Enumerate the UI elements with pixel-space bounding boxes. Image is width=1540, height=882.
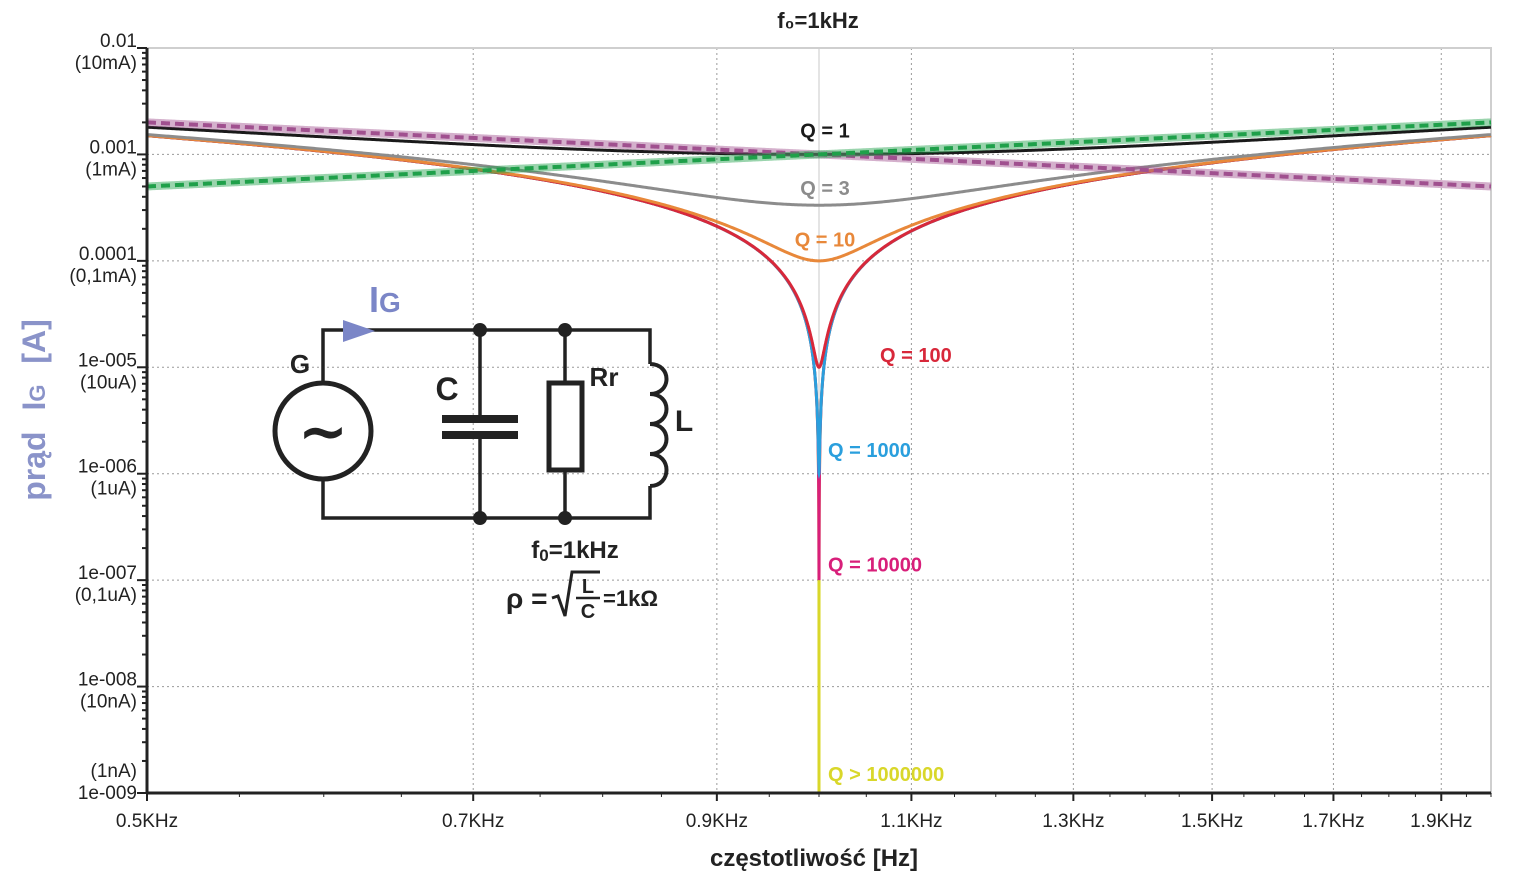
y-tick-sublabel: (0,1mA): [69, 266, 137, 287]
asymptote-line: [146, 120, 1492, 189]
y-tick-sublabel: (10mA): [75, 53, 137, 74]
circuit-f0: f0=1kHz: [531, 537, 619, 565]
series-label: Q = 1: [800, 120, 849, 142]
x-tick-label: 1.5KHz: [1181, 811, 1243, 832]
inductor-icon: [649, 362, 669, 488]
x-tick-label: 1.7KHz: [1302, 811, 1364, 832]
x-tick-label: 0.5KHz: [116, 811, 178, 832]
y-tick-label: 1e-005: [78, 350, 137, 371]
y-tick-label: 0.001: [89, 137, 137, 158]
series-labels: Q = 1 Q = 3 Q = 10 Q = 100 Q = 1000 Q = 10000…: [795, 120, 952, 786]
x-axis-label: częstotliwość [Hz]: [710, 845, 918, 872]
chart-title: f₀=1kHz: [777, 8, 858, 33]
x-tick-label: 1.9KHz: [1410, 811, 1472, 832]
current-label: IG: [369, 279, 401, 320]
series-label: Q = 100: [880, 345, 952, 367]
y-tick-sublabel: (1nA): [91, 761, 137, 782]
capacitor-icon: [442, 415, 518, 439]
y-tick-sublabel: (0,1uA): [75, 585, 137, 606]
rho-value: =1kΩ: [603, 586, 658, 611]
y-tick-label: 1e-006: [78, 457, 137, 478]
y-tick-label: 1e-007: [78, 563, 137, 584]
current-sym: I: [369, 279, 379, 320]
circuit-f0-rest: =1kHz: [549, 537, 619, 564]
rho-symbol: ρ =: [506, 583, 547, 614]
y-tick-label: 1e-008: [78, 670, 137, 691]
inductor-label: L: [675, 405, 693, 438]
current-arrow-icon: [343, 320, 375, 342]
y-tick-sublabel: (10nA): [80, 692, 137, 713]
generator-icon: [272, 380, 374, 482]
circuit-rho: ρ = L C =1kΩ: [506, 570, 658, 623]
x-tick-label: 1.1KHz: [880, 811, 942, 832]
axes: 0.5KHz 0.7KHz 0.9KHz 1.1KHz 1.3KHz 1.5KHz 1.7K…: [69, 31, 1492, 832]
circuit-diagram: IG ~ G C Rr L f0=1kHz ρ = L C =1kΩ: [272, 279, 693, 623]
sqrt-icon: [551, 570, 600, 617]
chart-title-text: f₀=1kHz: [777, 8, 858, 33]
x-tick-label: 0.9KHz: [686, 811, 748, 832]
y-tick-label: 1e-009: [78, 783, 137, 804]
circuit-f0-main: f: [531, 537, 540, 564]
y-tick-sublabel: (10uA): [80, 372, 137, 393]
x-tick-label: 1.3KHz: [1042, 811, 1104, 832]
y-axis-label-main: prąd: [16, 431, 52, 500]
resistor-label: Rr: [590, 362, 619, 392]
x-tick-label: 0.7KHz: [442, 811, 504, 832]
y-tick-sublabel: (1mA): [85, 159, 137, 180]
rho-numerator: L: [582, 576, 594, 598]
series-label: Q = 10000: [828, 555, 922, 577]
y-axis-label: prąd IG [A]: [16, 319, 52, 501]
y-axis-label-unit: [A]: [16, 319, 52, 363]
capacitor-label: C: [435, 371, 458, 407]
resistor-icon: [546, 380, 585, 473]
series-label: Q > 1000000: [828, 764, 944, 786]
series-label: Q = 1000: [828, 440, 911, 462]
series-label: Q = 10: [795, 230, 856, 252]
generator-symbol: ~: [298, 397, 348, 467]
asymptote-lines: [146, 118, 1492, 191]
series-label: Q = 3: [800, 178, 849, 200]
rho-denominator: C: [581, 601, 595, 623]
current-sub: G: [379, 287, 401, 318]
circuit-nodes: [473, 323, 572, 525]
y-tick-sublabel: (1uA): [91, 479, 137, 500]
y-axis-label-sub: G: [25, 385, 50, 402]
circuit-f0-sub: 0: [539, 546, 548, 565]
y-axis-label-sym: I: [16, 402, 52, 411]
y-tick-label: 0.01: [100, 31, 137, 52]
y-tick-label: 0.0001: [79, 244, 137, 265]
series-line: [146, 134, 1492, 263]
generator-label: G: [290, 349, 310, 379]
